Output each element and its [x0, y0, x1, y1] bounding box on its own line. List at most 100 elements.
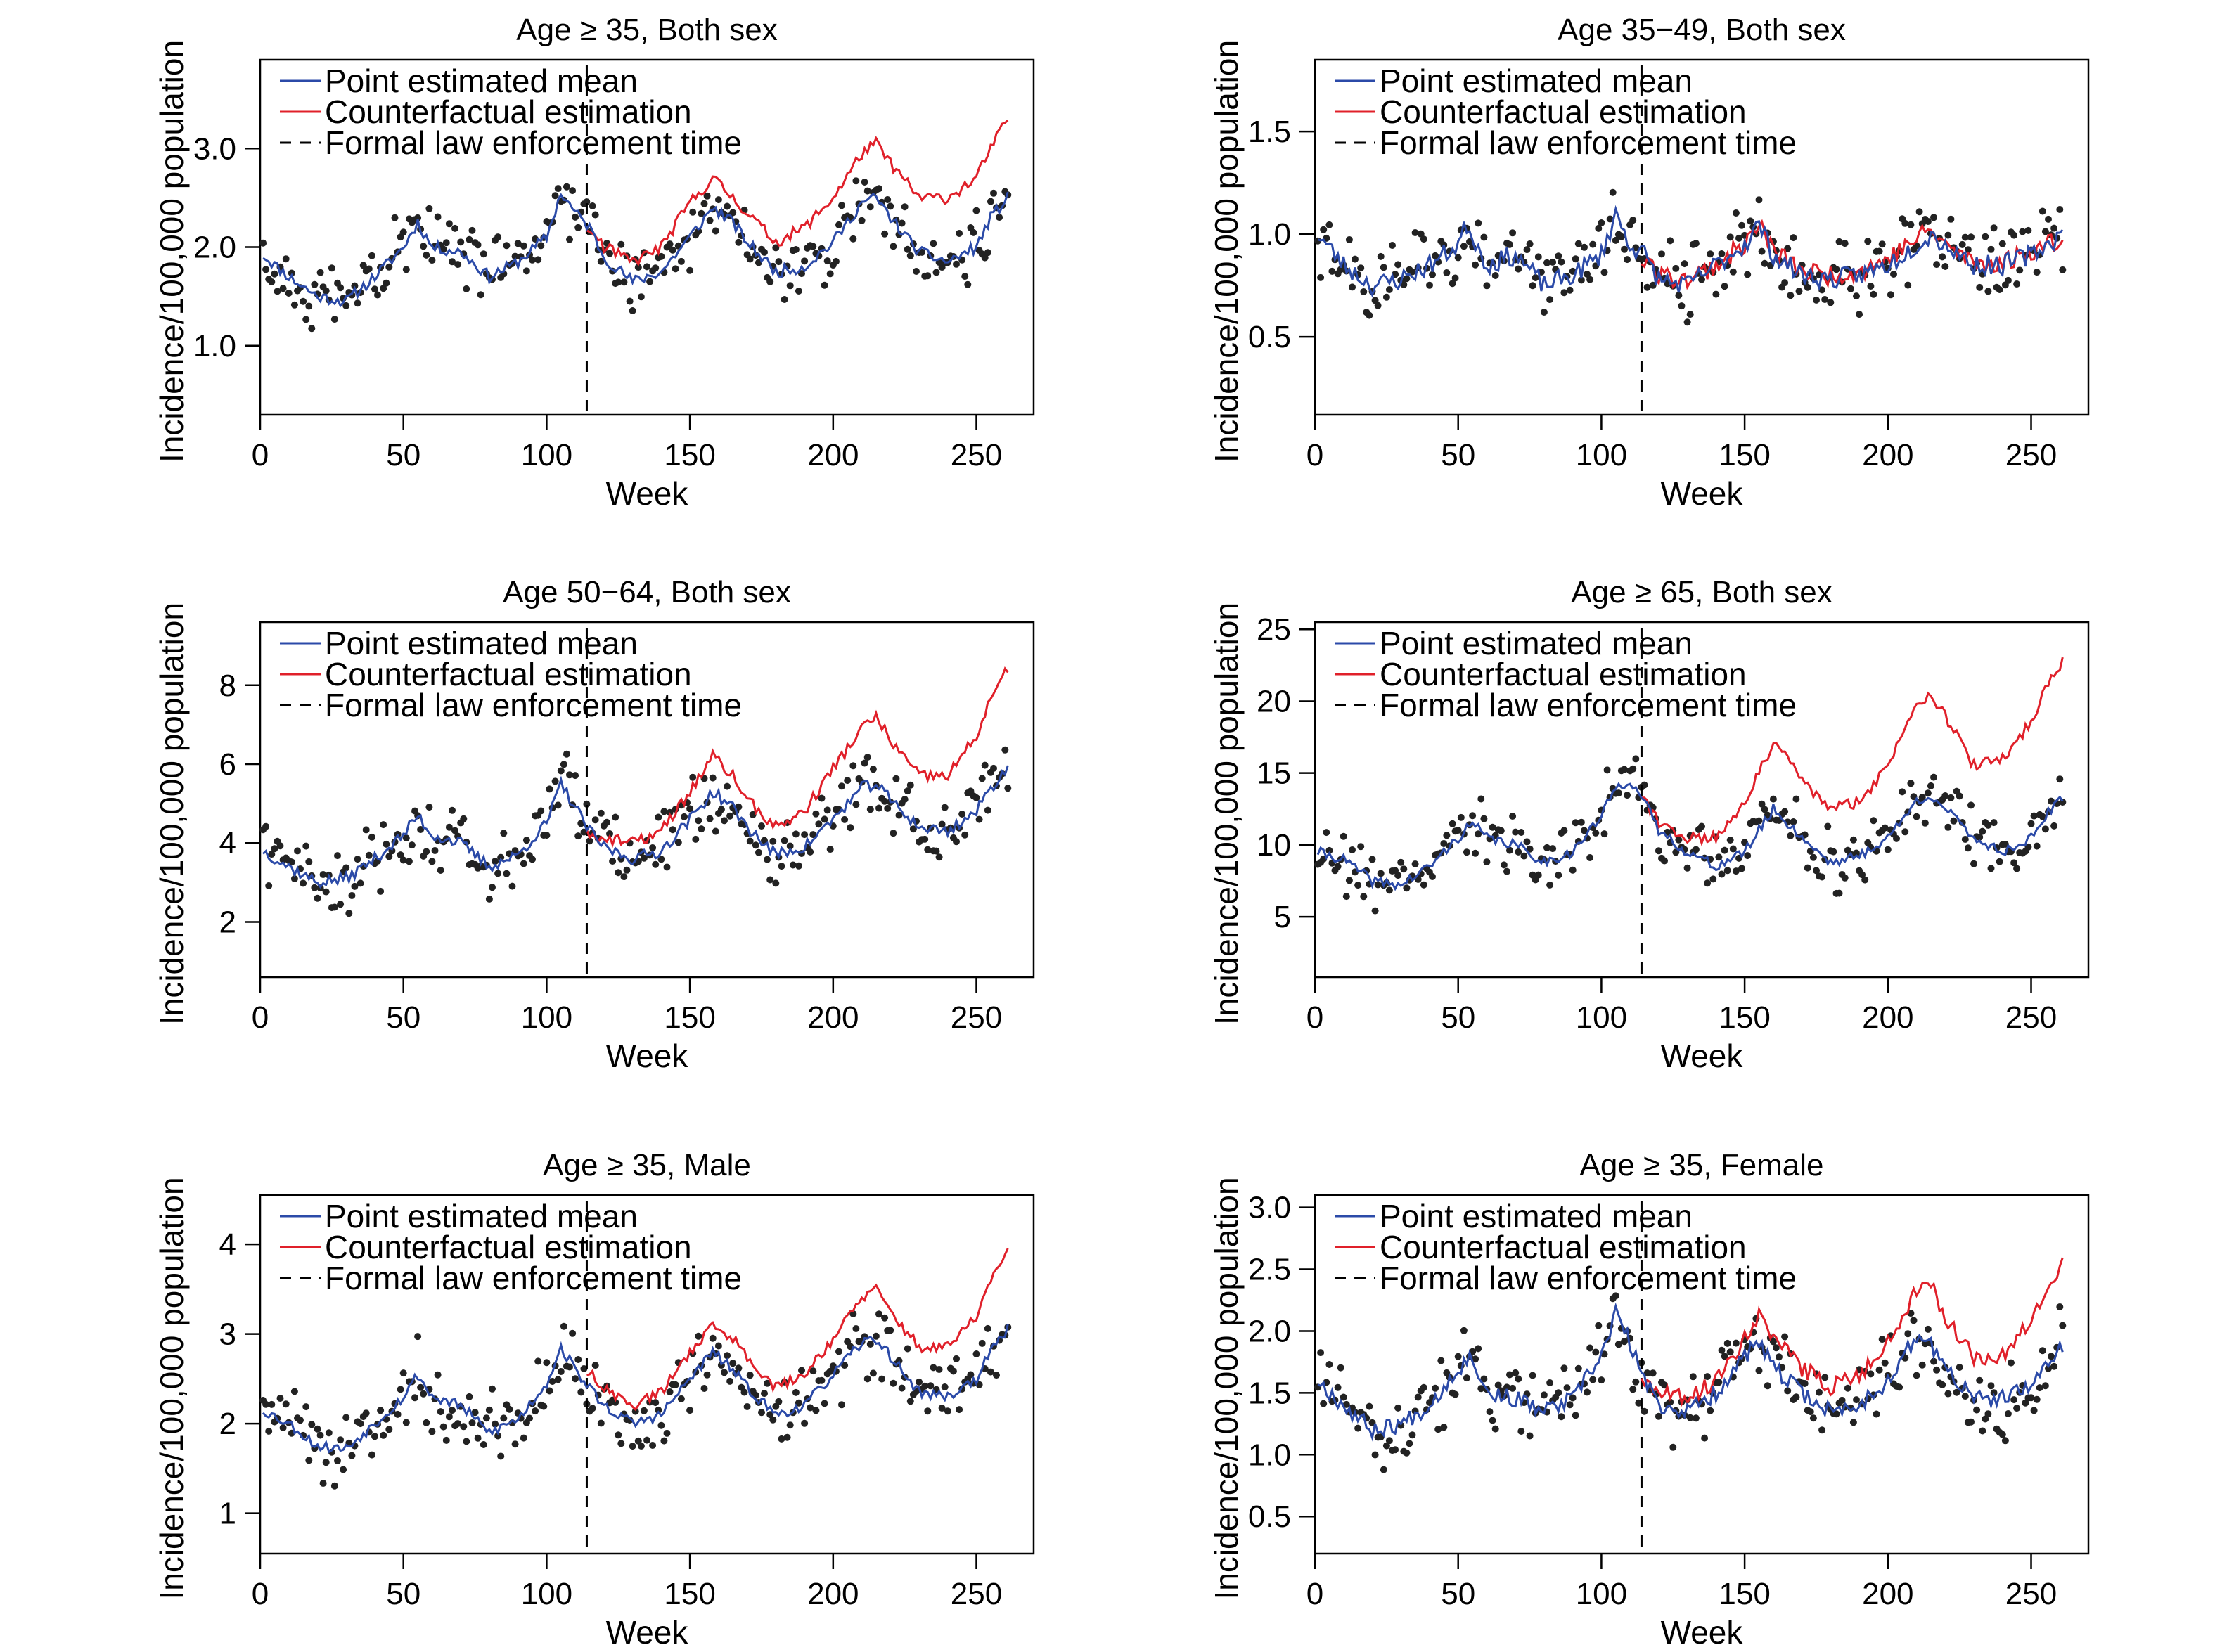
data-point	[1910, 1317, 1918, 1324]
data-point	[1612, 1292, 1619, 1300]
data-point	[1345, 877, 1353, 884]
data-point	[1973, 1406, 1981, 1414]
data-point	[1709, 875, 1717, 883]
data-point	[354, 299, 361, 307]
data-point	[1818, 1426, 1826, 1434]
data-point	[1451, 274, 1459, 282]
data-point	[1849, 1419, 1857, 1426]
data-point	[1990, 224, 1998, 232]
data-point	[1377, 252, 1385, 260]
data-point	[795, 1399, 802, 1407]
data-point	[457, 238, 465, 246]
data-point	[663, 1429, 671, 1437]
data-point	[271, 270, 278, 278]
data-point	[2027, 820, 2035, 827]
data-point	[801, 1419, 809, 1427]
data-point	[841, 815, 849, 823]
data-point	[586, 837, 593, 845]
legend-label-law: Formal law enforcement time	[325, 1260, 742, 1296]
data-point	[692, 835, 700, 843]
data-point	[445, 220, 453, 228]
data-point	[1517, 829, 1525, 836]
data-point	[1614, 789, 1622, 797]
data-point	[1990, 819, 1998, 827]
data-point	[1480, 233, 1488, 241]
data-point	[781, 837, 788, 844]
data-point	[932, 269, 940, 276]
data-point	[560, 1322, 567, 1330]
data-point	[1950, 817, 1958, 825]
data-point	[1996, 286, 2003, 293]
data-point	[548, 1378, 556, 1385]
data-point	[823, 806, 831, 814]
data-point	[620, 873, 628, 881]
data-point	[1503, 867, 1510, 875]
data-point	[1603, 766, 1611, 774]
data-point	[709, 774, 717, 782]
data-point	[554, 1376, 562, 1383]
data-point	[789, 861, 797, 869]
data-point	[1841, 874, 1849, 882]
x-tick-label: 250	[951, 438, 1002, 472]
data-point	[466, 1393, 473, 1400]
data-point	[1411, 860, 1419, 867]
data-point	[1440, 840, 1448, 847]
counterfactual-series-line	[586, 119, 1009, 267]
data-point	[1718, 250, 1726, 257]
panel-title: Age ≥ 35, Female	[1580, 1148, 1824, 1182]
data-point	[1354, 1424, 1362, 1432]
data-point	[554, 185, 562, 193]
data-point	[1787, 292, 1795, 299]
data-point	[262, 822, 270, 830]
legend-label-law: Formal law enforcement time	[325, 687, 742, 723]
data-point	[695, 228, 702, 235]
data-point	[634, 1437, 642, 1445]
x-tick-label: 0	[252, 1577, 269, 1611]
data-point	[709, 1334, 717, 1342]
data-point	[1469, 812, 1477, 820]
legend-label-law: Formal law enforcement time	[1380, 1260, 1797, 1296]
data-point	[990, 764, 997, 772]
data-point	[932, 847, 940, 855]
data-point	[1534, 871, 1542, 879]
data-point	[302, 316, 310, 323]
data-point	[1577, 818, 1585, 826]
data-point	[620, 278, 628, 286]
data-point	[700, 200, 708, 207]
data-point	[428, 257, 436, 264]
data-point	[362, 1409, 370, 1417]
data-point	[869, 766, 877, 773]
data-point	[695, 817, 702, 825]
y-tick-label: 10	[1257, 828, 1291, 863]
data-point	[1572, 819, 1579, 827]
data-point	[305, 858, 313, 865]
data-point	[572, 1375, 579, 1383]
data-point	[1577, 276, 1585, 284]
data-point	[821, 1400, 828, 1407]
data-point	[494, 870, 502, 877]
data-point	[311, 884, 319, 891]
data-point	[866, 806, 874, 813]
data-point	[1342, 1400, 1350, 1408]
data-point	[672, 1381, 679, 1388]
y-axis-label: Incidence/100,000 population	[153, 602, 190, 1025]
data-point	[887, 202, 894, 210]
data-point	[1584, 1388, 1591, 1396]
data-point	[543, 1359, 551, 1367]
data-point	[1755, 1367, 1763, 1374]
data-point	[1832, 266, 1840, 273]
data-point	[996, 214, 1003, 221]
data-point	[566, 1363, 573, 1371]
data-point	[534, 256, 542, 264]
y-tick-label: 1	[219, 1497, 236, 1531]
data-point	[961, 273, 969, 280]
data-point	[1489, 1417, 1496, 1424]
data-point	[1374, 302, 1382, 309]
data-point	[537, 807, 545, 815]
data-point	[1998, 240, 2006, 247]
data-point	[1692, 846, 1700, 853]
data-point	[1982, 233, 1989, 240]
data-point	[1385, 886, 1393, 894]
data-point	[606, 830, 613, 837]
